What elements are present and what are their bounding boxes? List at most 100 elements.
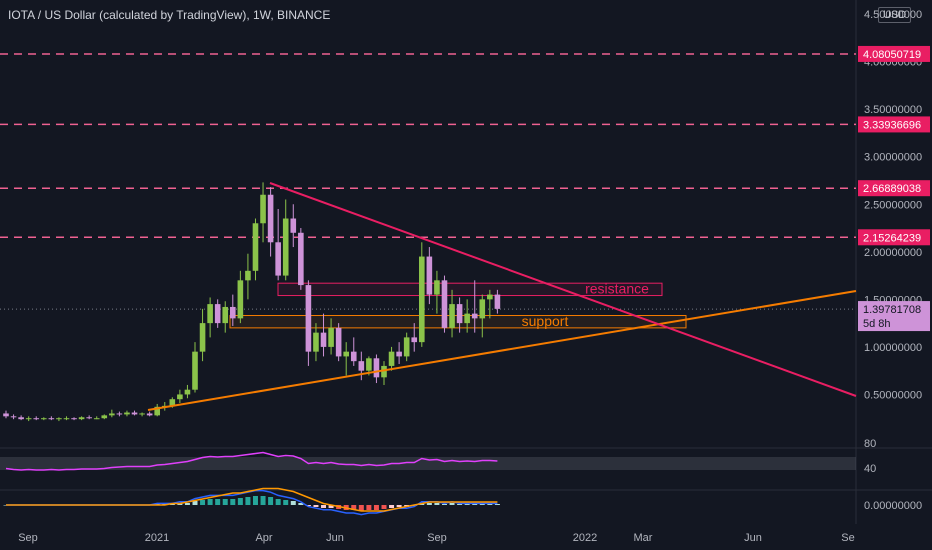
macd-histogram-bar <box>200 500 206 505</box>
macd-histogram-bar <box>328 505 334 508</box>
candle-body <box>290 218 297 233</box>
time-tick-label: Mar <box>634 532 653 544</box>
candle-body <box>267 194 274 243</box>
candle-body <box>494 294 501 309</box>
candle-body <box>282 218 289 276</box>
macd-histogram-bar <box>396 505 402 507</box>
candle-body <box>124 412 130 415</box>
candle-body <box>358 361 365 371</box>
macd-histogram-bar <box>366 505 372 510</box>
resistance-zone <box>277 282 663 297</box>
candle-body <box>479 299 486 319</box>
candle-body <box>139 413 145 415</box>
candle-body <box>3 413 9 417</box>
candle-body <box>207 304 213 324</box>
macd-histogram-bar <box>464 504 470 505</box>
candle-body <box>154 406 160 416</box>
time-tick-label: Sep <box>427 532 447 544</box>
candle-body <box>56 418 62 420</box>
price-tick-label: 0.50000000 <box>864 389 922 401</box>
macd-histogram-bar <box>222 499 228 505</box>
candle-body <box>237 280 244 319</box>
macd-histogram-bar <box>169 504 175 505</box>
rsi-tick-label: 80 <box>864 438 876 450</box>
macd-histogram-bar <box>441 504 447 505</box>
candle-body <box>464 313 470 324</box>
price-level-tag-label: 3.33936696 <box>863 119 921 131</box>
candle-body <box>305 285 312 352</box>
macd-histogram-bar <box>494 504 500 505</box>
macd-histogram-bar <box>351 505 357 510</box>
chart-title: IOTA / US Dollar (calculated by TradingV… <box>8 8 331 22</box>
time-tick-label: 2022 <box>573 532 597 544</box>
candle-body <box>373 358 380 378</box>
candle-body <box>131 412 138 415</box>
candle-body <box>33 418 40 420</box>
price-axis: 4.500000004.000000003.500000003.00000000… <box>858 9 930 401</box>
macd-histogram-bar <box>449 503 455 505</box>
countdown-label: 5d 8h <box>863 318 891 330</box>
candle-body <box>25 418 32 420</box>
macd-histogram-bar <box>237 498 243 505</box>
current-price-tag <box>858 301 930 332</box>
candle-body <box>328 327 334 347</box>
price-level-tag <box>858 180 930 197</box>
price-level-tag <box>858 116 930 133</box>
time-tick-label: Apr <box>255 532 272 544</box>
candle-body <box>93 418 100 420</box>
time-tick-label: 2021 <box>145 532 169 544</box>
candle-body <box>169 399 176 406</box>
candle-body <box>116 413 123 415</box>
candle-body <box>411 337 418 343</box>
candle-body <box>487 294 493 300</box>
candle-body <box>343 351 349 357</box>
macd-histogram-bar <box>313 505 319 507</box>
macd-histogram-bar <box>381 505 387 509</box>
candle-body <box>350 351 357 362</box>
candle-body <box>48 418 55 420</box>
candle-body <box>320 332 327 347</box>
macd-histogram-bar <box>275 499 281 505</box>
macd-histogram-bar <box>457 504 463 505</box>
candle-body <box>456 304 463 324</box>
macd-histogram-bar <box>487 504 493 505</box>
candle-body <box>71 418 77 420</box>
candle-body <box>426 256 433 295</box>
price-level-tag-label: 2.15264239 <box>863 232 921 244</box>
price-levels <box>0 53 856 310</box>
candle-body <box>86 417 92 419</box>
candle-body <box>275 242 281 276</box>
candle-body <box>381 365 387 378</box>
candle-body <box>101 415 108 419</box>
candle-body <box>41 418 47 420</box>
time-tick-label: Jun <box>326 532 344 544</box>
macd-histogram-bar <box>207 499 213 505</box>
candle-body <box>252 223 259 271</box>
rsi-line <box>5 451 498 471</box>
price-level-tag-label: 4.08050719 <box>863 49 921 61</box>
candle-body <box>184 389 191 395</box>
macd-histogram-bar <box>283 500 289 505</box>
candle-body <box>298 232 304 286</box>
candle-body <box>78 417 85 420</box>
candle-body <box>335 327 342 357</box>
current-price-label: 1.39781708 <box>863 304 921 316</box>
macd-histogram-bar <box>184 503 190 505</box>
candle-body <box>10 416 17 418</box>
candles <box>3 182 501 422</box>
time-tick-label: Sep <box>18 532 38 544</box>
candle-body <box>214 304 221 324</box>
candle-body <box>230 306 236 319</box>
macd-pane: 0.00000000 <box>3 487 922 516</box>
macd-histogram-bar <box>426 503 432 505</box>
macd-histogram-bar <box>252 496 258 505</box>
ascending-support-trendline <box>147 290 857 411</box>
macd-histogram-bar <box>434 503 440 505</box>
currency-button[interactable]: USD <box>878 7 912 23</box>
time-axis: Sep 2021 Apr Jun Sep 2022 Mar Jun Se <box>18 532 855 544</box>
candle-body <box>419 256 425 343</box>
candle-body <box>63 418 70 420</box>
grid <box>0 0 932 524</box>
macd-histogram-bar <box>472 504 478 505</box>
